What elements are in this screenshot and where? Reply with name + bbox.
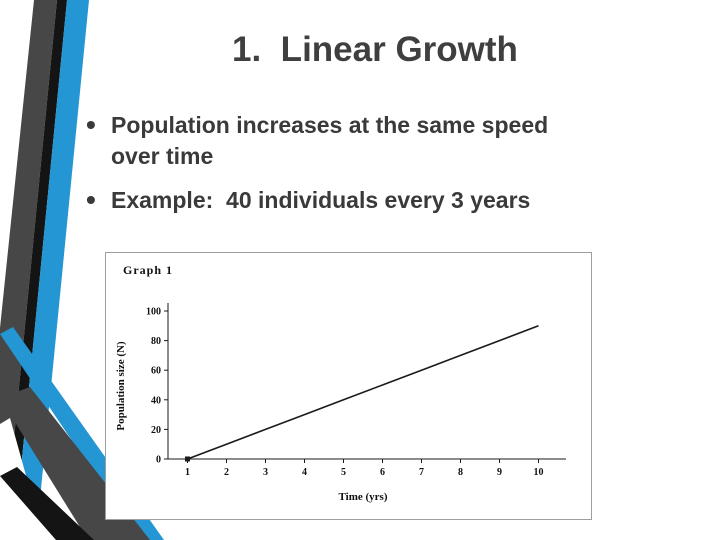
chart-title: Graph 1 <box>123 263 174 277</box>
svg-text:7: 7 <box>419 467 424 478</box>
svg-text:80: 80 <box>151 336 161 347</box>
svg-text:100: 100 <box>146 307 161 318</box>
svg-text:2: 2 <box>224 467 229 478</box>
svg-text:9: 9 <box>497 467 502 478</box>
svg-text:20: 20 <box>151 425 161 436</box>
y-axis-label: Population size (N) <box>115 341 127 431</box>
svg-text:4: 4 <box>302 467 307 478</box>
x-axis-label: Time (yrs) <box>338 491 388 503</box>
svg-text:8: 8 <box>458 467 463 478</box>
bullet-item: • Population increases at the same speed… <box>86 110 631 171</box>
svg-text:0: 0 <box>156 455 161 466</box>
svg-text:5: 5 <box>341 467 346 478</box>
svg-text:3: 3 <box>263 467 268 478</box>
bullet-text: Population increases at the same speed o… <box>111 112 555 169</box>
plot-area: 0 20 40 60 80 100 1 2 3 4 5 6 7 8 9 10 <box>146 303 566 478</box>
svg-text:6: 6 <box>380 467 385 478</box>
bullet-dot-icon: • <box>86 109 96 140</box>
chart: 0 20 40 60 80 100 1 2 3 4 5 6 7 8 9 10 Graph 1 Populati… <box>105 252 592 520</box>
bullet-text: Example: 40 individuals every 3 years <box>111 187 531 214</box>
bullet-list: • Population increases at the same speed… <box>86 110 631 230</box>
svg-text:10: 10 <box>534 467 544 478</box>
svg-text:1: 1 <box>185 467 190 478</box>
bullet-dot-icon: • <box>86 184 96 216</box>
slide-title: 1. Linear Growth <box>232 30 518 69</box>
bullet-item: • Example: 40 individuals every 3 years <box>86 185 631 216</box>
svg-text:60: 60 <box>151 366 161 377</box>
svg-text:40: 40 <box>151 395 161 406</box>
deco-black-slash <box>0 467 94 540</box>
